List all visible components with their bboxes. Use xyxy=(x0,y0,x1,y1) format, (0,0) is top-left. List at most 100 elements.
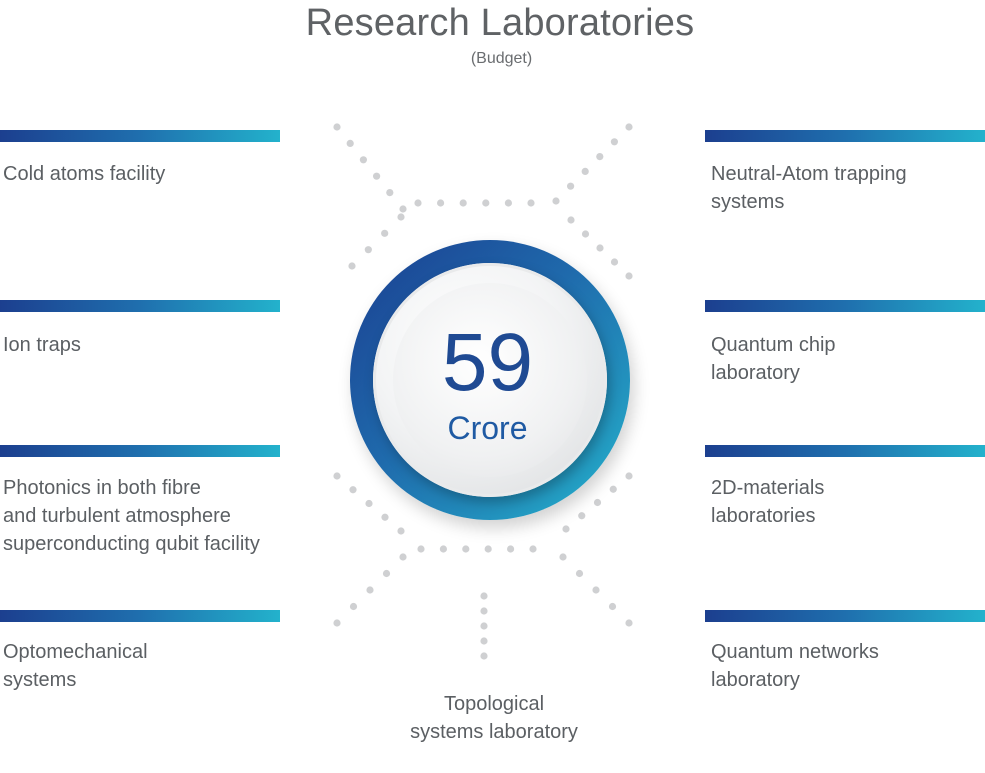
connector-dot xyxy=(581,167,589,175)
lab-line: and turbulent atmosphere xyxy=(3,505,231,527)
connector-dot xyxy=(596,153,604,161)
lab-topological: Topological systems laboratory xyxy=(384,690,604,746)
connector-dot xyxy=(610,258,619,266)
connector-dot xyxy=(346,139,354,147)
connector-dot xyxy=(625,123,633,131)
right-bar-1 xyxy=(705,130,985,142)
hub-face xyxy=(393,283,587,477)
lab-line: 2D-materials xyxy=(711,477,825,499)
budget-value: 59 xyxy=(441,317,534,408)
left-bar-2 xyxy=(0,300,280,312)
connector-dot xyxy=(437,199,445,207)
connector-dot xyxy=(480,592,488,600)
connector-dot xyxy=(559,553,567,561)
connector-dot xyxy=(480,607,488,615)
connector-dot xyxy=(578,512,586,520)
connector-dot xyxy=(462,545,470,553)
lab-line: Topological xyxy=(443,693,545,715)
lab-line: systems laboratory xyxy=(410,721,578,743)
lab-cold-atoms: Cold atoms facility xyxy=(3,160,165,188)
lab-line: systems xyxy=(3,669,77,691)
connector-dot xyxy=(507,545,515,553)
lab-line: Quantum networks xyxy=(711,641,879,663)
lab-line: Photonics in both fibre xyxy=(3,477,201,499)
lab-line: systems xyxy=(711,191,785,213)
connector-dot xyxy=(364,246,372,254)
connector-dot xyxy=(609,485,617,493)
right-bar-4 xyxy=(705,610,985,622)
lab-neutral-atom: Neutral-Atom trapping systems xyxy=(711,160,907,216)
lab-line: Cold atoms facility xyxy=(3,163,166,185)
connector-dot xyxy=(504,199,512,207)
connector-dot xyxy=(414,199,422,207)
connector-dot xyxy=(333,123,341,131)
connector-dot xyxy=(480,637,488,645)
left-bar-3 xyxy=(0,445,280,457)
connector-dot xyxy=(625,472,633,480)
connector-dot xyxy=(484,545,492,553)
page-title: Research Laboratories xyxy=(305,2,695,44)
connector-dot xyxy=(373,172,381,180)
budget-hub xyxy=(350,240,630,520)
connector-dot xyxy=(397,527,405,535)
connector-dot xyxy=(417,545,425,553)
budget-unit: Crore xyxy=(447,410,528,446)
right-bar-3 xyxy=(705,445,985,457)
lab-line: laboratories xyxy=(711,505,816,527)
connector-dot xyxy=(381,229,389,237)
connector-dot xyxy=(349,602,358,611)
lab-line: laboratory xyxy=(711,362,800,384)
lab-line: laboratory xyxy=(711,669,800,691)
connector-dot xyxy=(581,230,590,238)
page-subtitle: (Budget) xyxy=(470,50,533,67)
connector-dot xyxy=(365,499,373,508)
connector-dot xyxy=(625,619,633,627)
left-bar-4 xyxy=(0,610,280,622)
lab-line: Neutral-Atom trapping xyxy=(711,163,907,185)
connector-dot xyxy=(596,244,604,252)
connector-dot xyxy=(348,262,356,270)
lab-2d-materials: 2D-materials laboratories xyxy=(711,474,824,530)
lab-photonics: Photonics in both fibre and turbulent at… xyxy=(3,474,260,558)
connector-dot xyxy=(349,486,357,494)
right-bar-2 xyxy=(705,300,985,312)
connector-dot xyxy=(593,498,602,507)
connector-dot xyxy=(459,199,467,207)
lab-line: Quantum chip xyxy=(711,334,836,356)
lab-optomechanical: Optomechanical systems xyxy=(3,638,148,694)
connector-dot xyxy=(439,545,447,553)
left-bar-1 xyxy=(0,130,280,142)
lab-line: Ion traps xyxy=(3,334,81,356)
connector-dot xyxy=(386,189,394,197)
connector-dot xyxy=(552,197,560,205)
connector-dot xyxy=(397,213,405,221)
lab-quantum-chip: Quantum chip laboratory xyxy=(711,331,836,387)
connector-dot xyxy=(529,545,537,553)
connector-dot xyxy=(381,513,389,521)
lab-ion-traps: Ion traps xyxy=(3,331,81,359)
connector-dot xyxy=(480,652,488,660)
connector-dot xyxy=(333,619,341,627)
connector-dot xyxy=(482,199,490,207)
lab-line: superconducting qubit facility xyxy=(3,533,260,555)
connector-dot xyxy=(333,472,341,480)
connector-dot xyxy=(399,205,407,213)
lab-quantum-networks: Quantum networks laboratory xyxy=(711,638,879,694)
hub-inner-ring xyxy=(373,263,607,497)
connector-dot xyxy=(567,182,575,190)
connector-dot xyxy=(608,602,617,611)
connector-dot xyxy=(575,569,584,578)
connector-dot xyxy=(562,525,570,533)
connector-dot xyxy=(480,622,488,630)
connector-dot xyxy=(366,586,374,594)
connector-dot xyxy=(359,156,367,164)
connector-dot xyxy=(399,553,407,561)
lab-line: Optomechanical xyxy=(3,641,148,663)
connector-dot xyxy=(567,216,575,224)
connector-dot xyxy=(592,586,600,594)
connector-dot xyxy=(382,569,391,578)
connector-dot xyxy=(610,138,619,146)
connector-dot xyxy=(527,199,535,207)
connector-dot xyxy=(625,272,633,280)
